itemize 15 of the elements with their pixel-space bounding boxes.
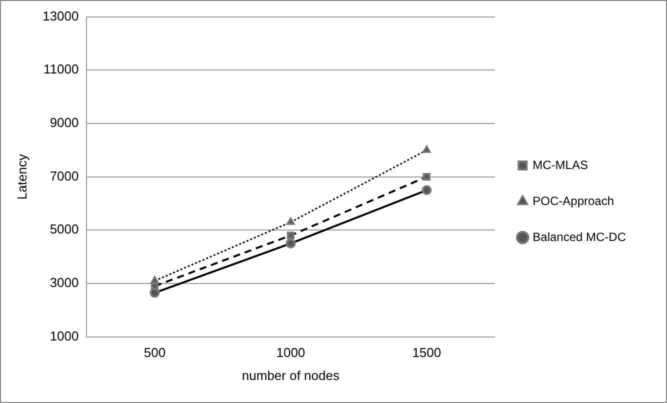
legend-label: POC-Approach [532,194,614,208]
x-tick-label: 500 [144,345,166,360]
legend-label: Balanced MC-DC [532,230,626,244]
y-tick-label: 1000 [50,328,79,344]
y-axis-title: Latency [14,154,30,200]
y-tick-label: 9000 [50,115,79,130]
x-tick-label: 1500 [412,345,442,360]
y-tick-label: 3000 [50,275,79,290]
y-tick-label: 7000 [50,168,79,184]
y-tick-label: 5000 [50,222,79,237]
y-tick-label: 13000 [42,8,79,24]
x-tick-label: 1000 [276,345,306,360]
y-tick-label: 11000 [44,62,79,77]
x-axis-title: number of nodes [242,368,340,383]
legend-label: MC-MLAS [532,158,588,172]
